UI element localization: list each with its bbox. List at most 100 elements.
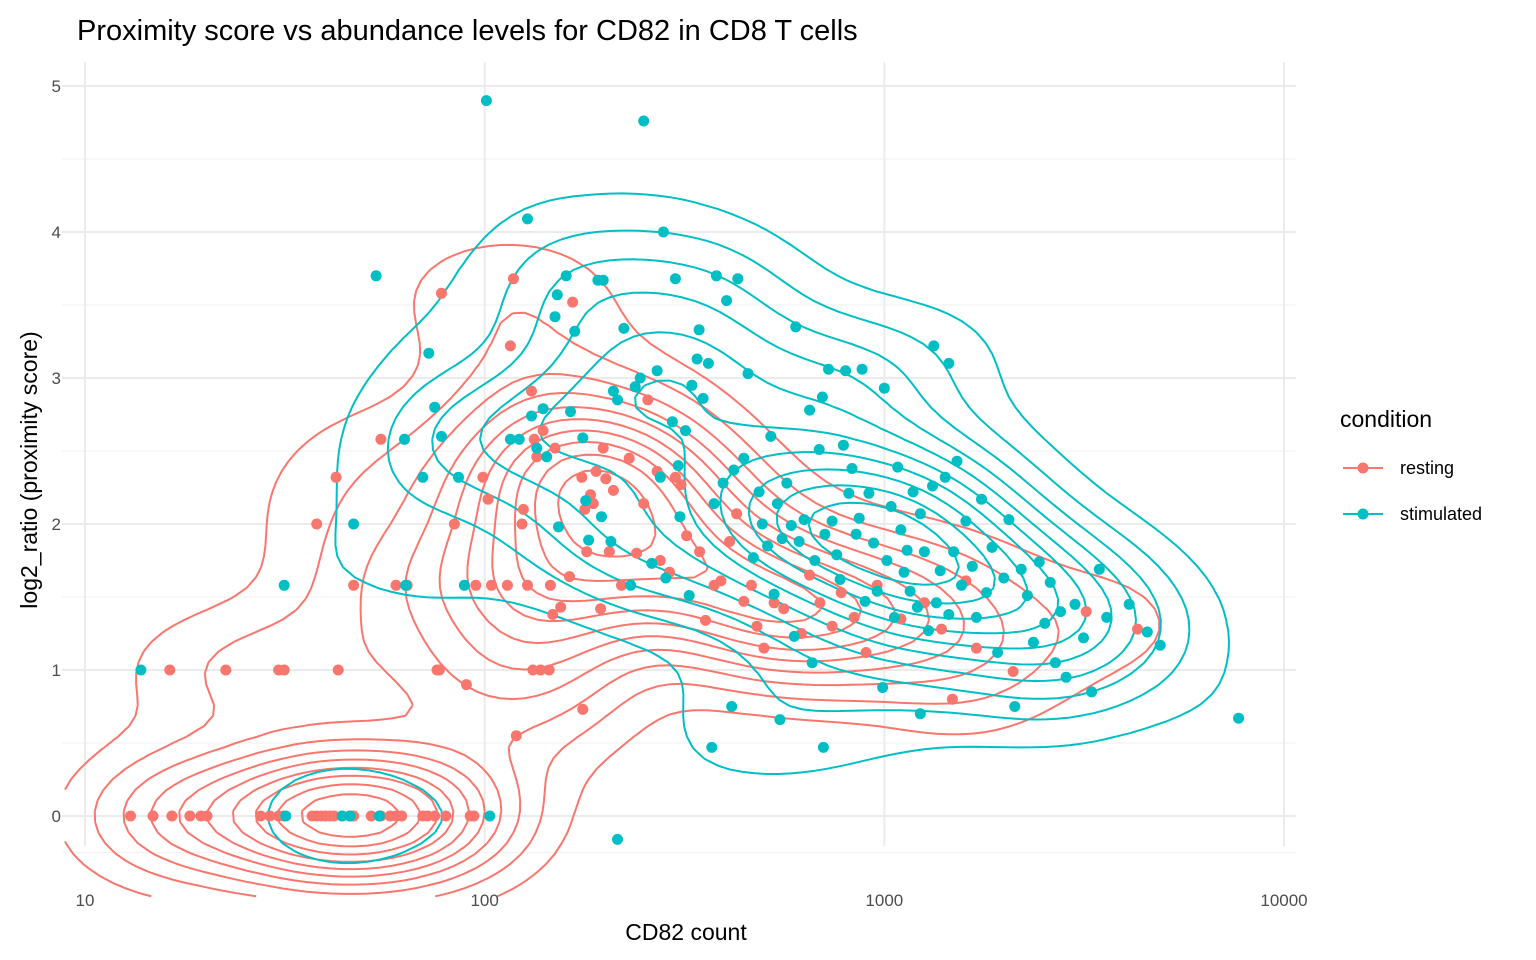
point-stimulated	[597, 274, 609, 286]
point-stimulated	[881, 555, 893, 566]
point-resting	[436, 287, 447, 299]
point-stimulated	[732, 273, 744, 285]
point-stimulated	[1015, 563, 1027, 575]
point-stimulated	[522, 213, 533, 225]
y-tick-label: 1	[52, 661, 61, 680]
point-resting	[504, 340, 516, 352]
point-stimulated	[930, 597, 942, 609]
point-resting	[946, 693, 958, 705]
point-resting	[700, 614, 711, 626]
point-stimulated	[986, 541, 998, 553]
point-resting	[642, 394, 654, 406]
point-stimulated	[1033, 556, 1045, 568]
point-stimulated	[901, 544, 913, 556]
point-stimulated	[753, 486, 765, 498]
point-stimulated	[669, 273, 681, 285]
point-resting	[125, 810, 136, 822]
point-stimulated	[798, 514, 810, 526]
point-stimulated	[728, 464, 740, 476]
point-stimulated	[634, 372, 646, 384]
point-stimulated	[1093, 563, 1105, 575]
point-stimulated	[914, 708, 926, 720]
point-stimulated	[551, 289, 563, 301]
point-stimulated	[706, 741, 718, 753]
point-resting	[576, 471, 588, 483]
point-stimulated	[458, 579, 470, 591]
point-resting	[600, 473, 612, 485]
point-resting	[348, 579, 360, 591]
point-stimulated	[927, 480, 938, 492]
point-stimulated	[943, 357, 955, 369]
point-stimulated	[774, 714, 786, 726]
point-resting	[255, 810, 267, 822]
point-resting	[440, 810, 452, 822]
contours-stimulated	[267, 192, 1230, 865]
point-resting	[778, 603, 790, 615]
point-stimulated	[1078, 632, 1089, 644]
point-stimulated	[278, 579, 290, 591]
point-resting	[429, 810, 441, 822]
point-resting	[522, 579, 533, 591]
legend-marker-resting	[1357, 462, 1369, 474]
point-resting	[460, 679, 472, 691]
contour-resting	[254, 440, 822, 856]
legend-label-stimulated: stimulated	[1400, 504, 1482, 524]
point-stimulated	[877, 682, 889, 693]
point-stimulated	[976, 493, 987, 505]
legend: condition resting stimulated	[1340, 406, 1482, 524]
point-stimulated	[768, 588, 780, 600]
point-resting	[675, 479, 687, 491]
contours-resting	[64, 243, 1161, 898]
point-stimulated	[423, 347, 435, 359]
point-stimulated	[607, 385, 619, 397]
point-stimulated	[612, 833, 623, 845]
point-resting	[147, 810, 159, 822]
point-resting	[311, 518, 323, 530]
point-resting	[510, 730, 522, 742]
point-stimulated	[804, 404, 816, 416]
point-stimulated	[1069, 598, 1081, 610]
point-stimulated	[666, 416, 678, 428]
point-stimulated	[956, 579, 967, 591]
point-stimulated	[781, 477, 793, 489]
contour-resting	[64, 243, 1161, 898]
density-contours	[64, 192, 1230, 898]
contour-stimulated	[747, 468, 1029, 620]
point-resting	[278, 664, 290, 676]
point-stimulated	[923, 625, 934, 637]
legend-marker-stimulated	[1357, 508, 1369, 520]
point-stimulated	[612, 394, 623, 406]
point-stimulated	[806, 657, 818, 669]
point-stimulated	[436, 430, 447, 442]
point-resting	[396, 810, 408, 822]
point-resting	[535, 664, 547, 676]
point-resting	[826, 620, 838, 632]
point-stimulated	[565, 406, 576, 418]
point-stimulated	[549, 311, 561, 323]
point-resting	[544, 579, 556, 591]
point-stimulated	[939, 471, 951, 483]
y-tick-label: 5	[52, 77, 61, 96]
point-stimulated	[853, 512, 865, 524]
point-stimulated	[966, 560, 978, 572]
point-resting	[527, 664, 539, 676]
point-resting	[184, 810, 196, 822]
point-resting	[607, 484, 619, 496]
point-resting	[517, 503, 529, 515]
y-tick-label: 4	[52, 223, 61, 242]
point-stimulated	[580, 495, 592, 507]
point-resting	[507, 273, 519, 285]
point-stimulated	[765, 430, 777, 442]
legend-item-stimulated: stimulated	[1343, 504, 1482, 524]
point-resting	[166, 810, 178, 822]
point-stimulated	[762, 540, 773, 552]
point-stimulated	[831, 549, 843, 561]
point-resting	[835, 587, 847, 599]
x-axis-title: CD82 count	[625, 919, 747, 945]
point-stimulated	[400, 579, 412, 591]
point-resting	[715, 575, 727, 587]
point-resting	[365, 810, 377, 822]
contour-resting	[93, 311, 1060, 898]
point-resting	[264, 810, 276, 822]
point-stimulated	[348, 518, 360, 530]
